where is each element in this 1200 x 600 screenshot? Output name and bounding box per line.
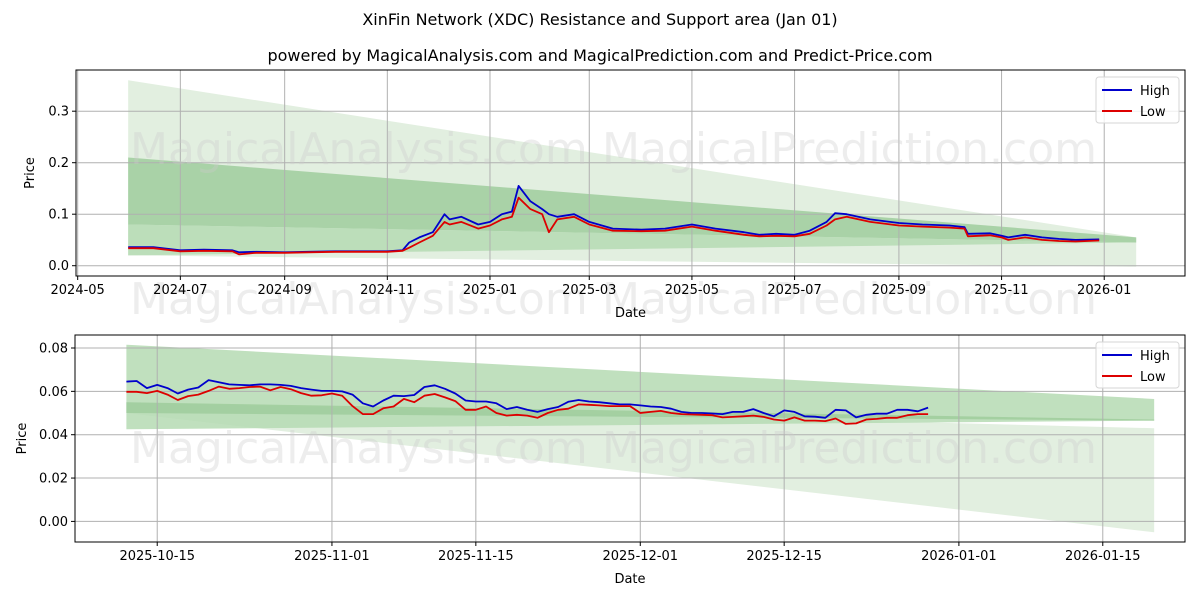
chart-title: XinFin Network (XDC) Resistance and Supp… bbox=[362, 10, 838, 29]
top-chart-full-history: MagicalAnalysis.com MagicalPrediction.com… bbox=[23, 69, 1186, 325]
plot-frame bbox=[75, 69, 1186, 277]
low-legend-label: Low bbox=[1140, 105, 1166, 120]
price-lines bbox=[128, 184, 1100, 256]
legend: High Low bbox=[1095, 341, 1180, 389]
x-tick-label: 2025-11-01 bbox=[294, 549, 370, 564]
y-tick-label: 0.2 bbox=[48, 156, 69, 171]
x-tick-label: 2025-03 bbox=[562, 283, 616, 298]
y-axis-label: Price bbox=[23, 157, 38, 189]
y-tick-label: 0.0 bbox=[48, 259, 69, 274]
y-tick-label: 0.04 bbox=[39, 428, 68, 443]
svg-text:MagicalAnalysis.com: MagicalAnalysis.com bbox=[130, 274, 588, 325]
y-tick-label: 0.00 bbox=[39, 515, 68, 530]
y-tick-label: 0.1 bbox=[48, 208, 69, 223]
watermark: MagicalAnalysis.com MagicalPrediction.com bbox=[130, 423, 1097, 474]
low-price-line bbox=[128, 196, 1100, 256]
x-axis-ticks: 2025-10-15 2025-11-01 2025-11-15 2025-12-01… bbox=[119, 542, 1141, 564]
x-tick-label: 2026-01-15 bbox=[1065, 549, 1141, 564]
x-tick-label: 2025-11 bbox=[974, 283, 1028, 298]
high-price-line bbox=[126, 379, 929, 419]
x-axis-ticks: 2024-05 2024-07 2024-09 2024-11 2025-01 2025-… bbox=[51, 276, 1131, 298]
x-tick-label: 2025-09 bbox=[872, 283, 926, 298]
svg-text:MagicalAnalysis.com: MagicalAnalysis.com bbox=[130, 423, 588, 474]
y-axis-label: Price bbox=[15, 423, 30, 455]
legend: High Low bbox=[1095, 76, 1180, 124]
plot-frame bbox=[74, 334, 1186, 543]
x-tick-label: 2024-11 bbox=[360, 283, 414, 298]
x-tick-label: 2025-12-15 bbox=[746, 549, 822, 564]
y-tick-label: 0.3 bbox=[48, 105, 69, 120]
support-zone-band bbox=[128, 224, 1137, 256]
x-tick-label: 2025-05 bbox=[665, 283, 719, 298]
y-tick-label: 0.08 bbox=[39, 342, 68, 357]
svg-text:MagicalPrediction.com: MagicalPrediction.com bbox=[602, 423, 1097, 474]
grid-lines bbox=[75, 335, 1185, 542]
grid-lines bbox=[76, 70, 1185, 276]
x-tick-label: 2025-01 bbox=[463, 283, 517, 298]
watermark: MagicalAnalysis.com MagicalPrediction.com… bbox=[130, 124, 1097, 325]
low-legend-label: Low bbox=[1140, 370, 1166, 385]
x-tick-label: 2024-07 bbox=[153, 283, 207, 298]
y-tick-label: 0.02 bbox=[39, 472, 68, 487]
y-axis-ticks: 0.00 0.02 0.04 0.06 0.08 bbox=[39, 342, 75, 530]
svg-text:MagicalPrediction.com: MagicalPrediction.com bbox=[602, 274, 1097, 325]
bottom-chart-recent-zoom: MagicalAnalysis.com MagicalPrediction.com… bbox=[15, 334, 1186, 587]
y-axis-ticks: 0.0 0.1 0.2 0.3 bbox=[48, 105, 76, 274]
svg-text:MagicalAnalysis.com: MagicalAnalysis.com bbox=[130, 124, 588, 175]
y-tick-label: 0.06 bbox=[39, 385, 68, 400]
x-tick-label: 2026-01 bbox=[1077, 283, 1131, 298]
high-legend-label: High bbox=[1140, 84, 1170, 99]
x-axis-label: Date bbox=[615, 306, 646, 321]
x-tick-label: 2025-07 bbox=[767, 283, 821, 298]
high-legend-label: High bbox=[1140, 349, 1170, 364]
x-tick-label: 2026-01-01 bbox=[921, 549, 997, 564]
x-tick-label: 2024-09 bbox=[258, 283, 312, 298]
chart-subtitle: powered by MagicalAnalysis.com and Magic… bbox=[267, 46, 933, 65]
price-lines bbox=[126, 379, 929, 425]
low-price-line bbox=[126, 385, 929, 425]
svg-text:MagicalPrediction.com: MagicalPrediction.com bbox=[602, 124, 1097, 175]
x-tick-label: 2025-11-15 bbox=[438, 549, 514, 564]
x-tick-label: 2025-10-15 bbox=[119, 549, 195, 564]
x-axis-label: Date bbox=[614, 572, 645, 587]
x-tick-label: 2024-05 bbox=[51, 283, 105, 298]
x-tick-label: 2025-12-01 bbox=[602, 549, 678, 564]
